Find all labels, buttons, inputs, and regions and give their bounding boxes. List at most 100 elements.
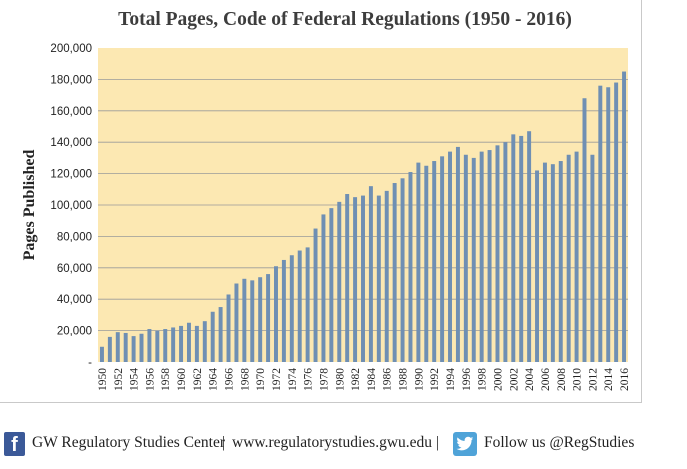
bar-1986	[384, 190, 389, 362]
bar-1965	[218, 307, 223, 362]
bar-1969	[250, 280, 255, 362]
bar-2014	[606, 87, 611, 362]
x-tick-label: 1956	[144, 368, 156, 391]
x-tick-label: 1962	[192, 368, 204, 391]
y-tick-label: 20,000	[57, 326, 92, 338]
bar-1956	[147, 329, 152, 362]
bar-1980	[337, 201, 342, 362]
footer-divider: |	[436, 434, 440, 451]
x-tick-label: 1992	[429, 368, 441, 391]
bar-1997	[471, 157, 476, 362]
bar-1991	[424, 165, 429, 362]
bar-1971	[266, 274, 271, 362]
bar-1987	[392, 183, 397, 362]
bar-1985	[376, 195, 381, 362]
y-tick-label: 80,000	[57, 231, 92, 243]
bar-1960	[179, 325, 184, 362]
bar-2008	[558, 161, 563, 362]
bar-1970	[258, 277, 263, 362]
x-tick-label: 1980	[334, 368, 346, 391]
bar-1982	[353, 197, 358, 362]
bar-1951	[107, 336, 112, 362]
bar-2004	[527, 131, 532, 362]
facebook-icon[interactable]: f	[4, 432, 25, 456]
bar-1993	[440, 156, 445, 362]
x-tick-label: 2012	[587, 368, 599, 391]
bar-1963	[202, 321, 207, 362]
y-tick-label: -	[88, 357, 92, 369]
bar-1974	[289, 255, 294, 362]
bar-1952	[115, 332, 120, 362]
bar-2009	[566, 154, 571, 362]
bar-1988	[400, 178, 405, 362]
y-tick-label: 40,000	[57, 294, 92, 306]
x-tick-label: 1994	[445, 368, 457, 391]
bar-2003	[519, 135, 524, 362]
bar-1955	[139, 333, 144, 362]
bar-2001	[503, 142, 508, 362]
bar-2011	[582, 98, 587, 363]
x-tick-label: 1990	[413, 368, 425, 391]
x-tick-label: 2008	[556, 368, 568, 391]
x-tick-label: 1976	[303, 368, 315, 391]
x-tick-label: 1998	[477, 368, 489, 391]
bar-1976	[305, 247, 310, 362]
x-tick-label: 2004	[524, 368, 536, 391]
x-tick-label: 1960	[176, 368, 188, 391]
x-tick-label: 2000	[492, 368, 504, 391]
bar-1998	[479, 151, 484, 362]
x-tick-label: 2006	[540, 368, 552, 391]
chart-frame: Total Pages, Code of Federal Regulations…	[0, 0, 642, 403]
bar-1957	[155, 330, 160, 362]
bar-2005	[535, 170, 540, 362]
bar-1979	[329, 208, 334, 362]
x-tick-label: 1966	[224, 368, 236, 391]
bar-1994	[448, 151, 452, 362]
x-tick-label: 1986	[382, 368, 394, 391]
bar-1972	[274, 266, 278, 362]
bar-1961	[186, 322, 191, 362]
bar-chart: Total Pages, Code of Federal Regulations…	[21, 9, 631, 391]
bar-1995	[455, 146, 460, 362]
bar-1954	[131, 336, 136, 362]
bar-1953	[123, 332, 128, 362]
y-tick-label: 100,000	[50, 200, 92, 212]
bar-1978	[321, 214, 326, 362]
bar-2013	[598, 85, 603, 363]
bar-1973	[281, 259, 286, 362]
bar-1975	[297, 250, 302, 362]
bar-1962	[194, 325, 199, 362]
x-tick-label: 2014	[603, 368, 615, 391]
bar-2012	[590, 154, 595, 362]
website-link[interactable]: www.regulatorystudies.gwu.edu	[232, 434, 433, 451]
bar-1989	[408, 172, 413, 362]
x-tick-label: 1984	[366, 368, 378, 391]
bar-2010	[574, 151, 579, 362]
bar-2007	[550, 164, 555, 362]
bar-1950	[99, 346, 104, 362]
bar-1983	[361, 195, 365, 362]
y-tick-label: 180,000	[50, 74, 92, 86]
y-tick-label: 60,000	[57, 263, 92, 275]
y-tick-label: 200,000	[50, 43, 92, 55]
twitter-icon[interactable]	[453, 432, 477, 456]
bar-1981	[345, 194, 350, 362]
y-tick-label: 140,000	[50, 137, 92, 149]
y-tick-label: 160,000	[50, 106, 92, 118]
bar-1959	[171, 327, 176, 362]
y-tick-label: 120,000	[50, 169, 92, 181]
x-tick-label: 1954	[129, 368, 141, 391]
bar-1996	[463, 154, 468, 362]
x-tick-label: 2002	[508, 368, 520, 391]
x-tick-label: 1964	[208, 368, 220, 391]
x-tick-label: 2016	[619, 368, 631, 391]
x-tick-label: 2010	[572, 368, 584, 391]
bar-1966	[226, 294, 231, 362]
bar-1992	[432, 161, 437, 362]
bar-1984	[368, 186, 373, 362]
x-tick-label: 1996	[461, 368, 473, 391]
bar-1977	[313, 228, 318, 362]
x-tick-label: 1950	[97, 368, 109, 391]
bar-1968	[242, 278, 247, 362]
bar-2015	[614, 82, 619, 362]
